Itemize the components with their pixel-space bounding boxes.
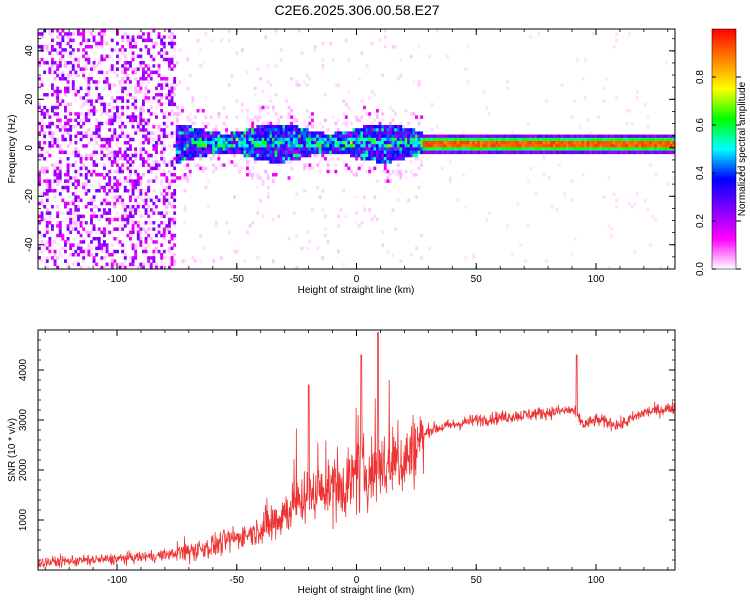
colorbar-label: Normalized spectral amplitude bbox=[737, 81, 748, 216]
spectrogram-x-tick-label: -50 bbox=[230, 274, 245, 285]
spectrogram-y-tick-label: -40 bbox=[24, 237, 35, 252]
spectrogram-y-tick-label: -20 bbox=[24, 189, 35, 204]
colorbar-tick-label: 0.2 bbox=[695, 214, 706, 228]
snr-y-tick-label: 1000 bbox=[18, 508, 29, 531]
snr-plot-area bbox=[38, 330, 675, 570]
snr-x-tick-label: -100 bbox=[107, 575, 127, 586]
snr-y-ticks: 1000 2000 3000 4000 bbox=[18, 329, 675, 561]
spectrogram-cells bbox=[38, 29, 675, 269]
snr-panel: -100 -50 0 50 100 1000 2000 3000 4000 Height of… bbox=[7, 329, 676, 596]
figure-title: C2E6.2025.306.00.58.E27 bbox=[274, 2, 439, 18]
colorbar-gradient bbox=[711, 28, 737, 270]
spectrogram-plot-area bbox=[38, 29, 675, 269]
snr-x-tick-label: 100 bbox=[588, 575, 605, 586]
spectrogram-y-ticks: -40 -20 0 20 40 bbox=[24, 38, 675, 270]
snr-y-tick-label: 4000 bbox=[18, 358, 29, 381]
spectrogram-y-label: Frequency (Hz) bbox=[7, 115, 18, 184]
snr-x-label: Height of straight line (km) bbox=[298, 585, 415, 596]
colorbar-tick-label: 0.6 bbox=[695, 118, 706, 132]
spectrogram-y-tick-label: 40 bbox=[24, 45, 35, 57]
snr-y-tick-label: 3000 bbox=[18, 408, 29, 431]
spectrogram-x-tick-label: 0 bbox=[354, 274, 360, 285]
colorbar-tick-label: 0.8 bbox=[695, 70, 706, 84]
spectrogram-x-tick-label: 100 bbox=[588, 274, 605, 285]
colorbar-ticks: 0.0 0.2 0.4 0.6 0.8 bbox=[695, 70, 741, 276]
spectrogram-x-label: Height of straight line (km) bbox=[298, 285, 415, 296]
spectrogram-panel: -100 -50 0 50 100 -40 -20 0 20 40 Height of stra… bbox=[7, 28, 676, 296]
snr-x-tick-label: -50 bbox=[230, 575, 245, 586]
snr-y-label: SNR (10 * v/v) bbox=[7, 418, 18, 482]
colorbar-tick-label: 0.0 bbox=[695, 262, 706, 276]
snr-x-tick-label: 0 bbox=[354, 575, 360, 586]
spectrogram-y-tick-label: 20 bbox=[24, 93, 35, 105]
snr-y-tick-label: 2000 bbox=[18, 458, 29, 481]
snr-x-ticks: -100 -50 0 50 100 bbox=[44, 330, 669, 586]
snr-x-tick-label: 50 bbox=[471, 575, 483, 586]
spectrogram-x-ticks: -100 -50 0 50 100 bbox=[44, 29, 669, 285]
spectrogram-x-tick-label: -100 bbox=[107, 274, 127, 285]
colorbar: 0.0 0.2 0.4 0.6 0.8 Normalized spectral ampl… bbox=[695, 28, 748, 276]
spectrogram-y-tick-label: 0 bbox=[24, 145, 35, 151]
colorbar-tick-label: 0.4 bbox=[695, 166, 706, 180]
spectrogram-x-tick-label: 50 bbox=[471, 274, 483, 285]
